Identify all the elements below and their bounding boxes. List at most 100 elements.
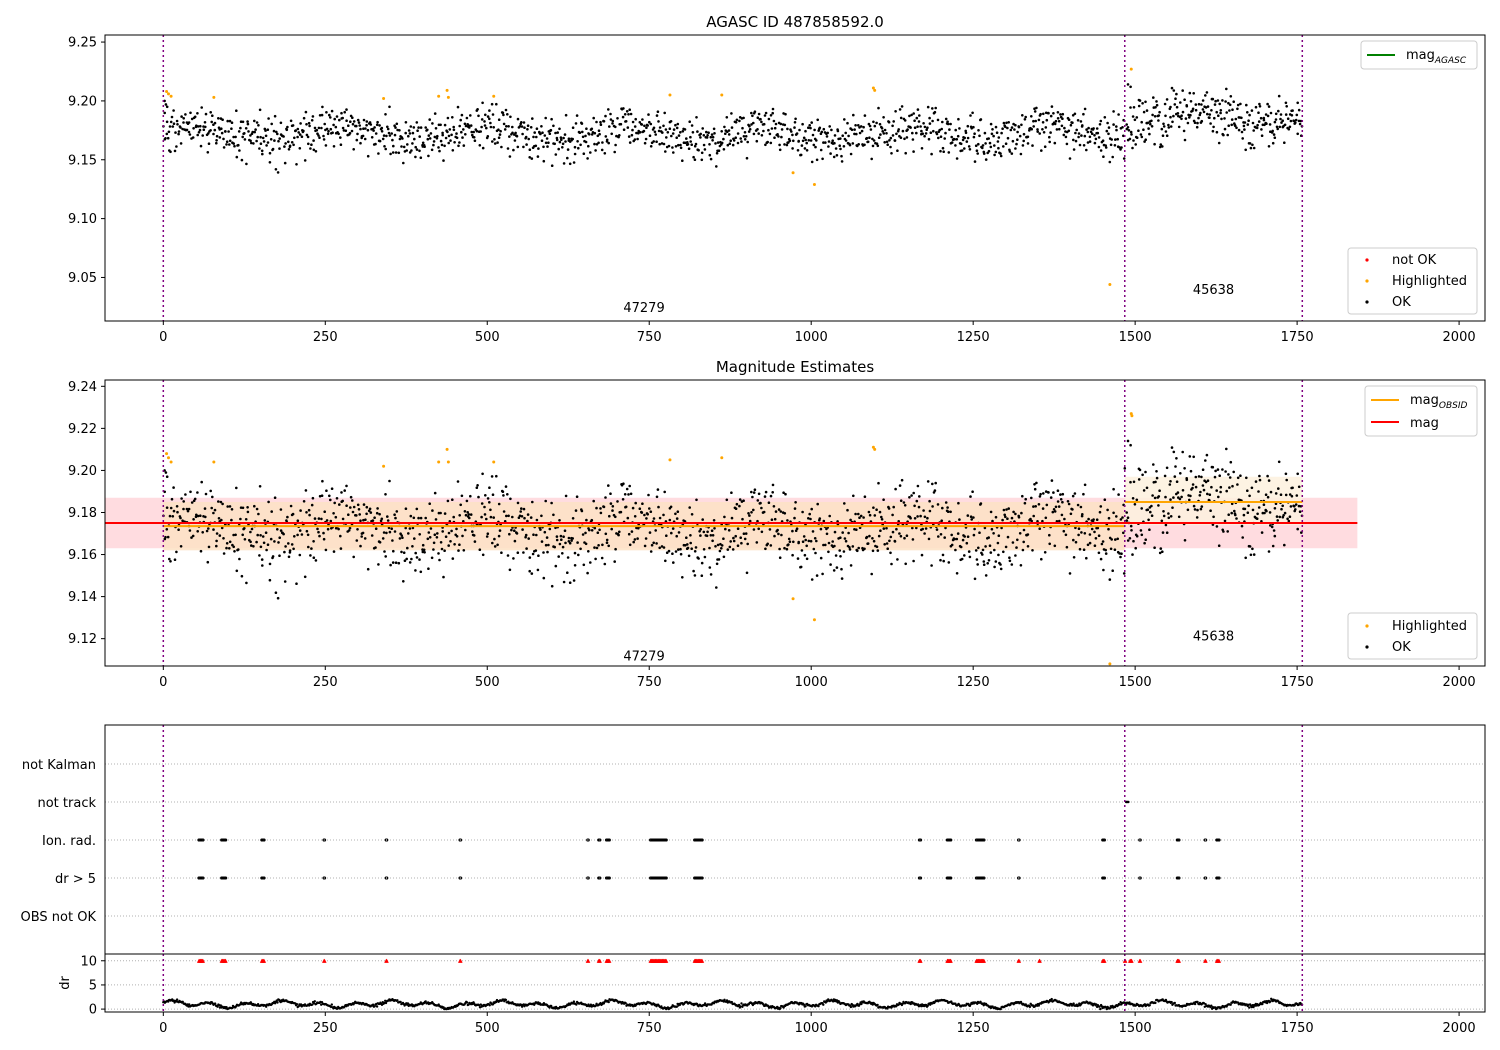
estimates-ok-point — [743, 537, 747, 541]
agasc-ok-point — [1075, 128, 1078, 132]
estimates-ok-point — [629, 492, 633, 496]
agasc-ok-point — [862, 125, 865, 129]
agasc-ok-point — [1172, 114, 1175, 118]
estimates-ok-point — [846, 508, 849, 512]
agasc-ok-point — [561, 146, 564, 149]
agasc-ok-point — [1074, 139, 1078, 143]
agasc-ok-point — [1213, 103, 1217, 106]
estimates-ok-point — [818, 517, 822, 520]
agasc-ok-point — [558, 140, 562, 144]
estimates-ok-point — [1165, 531, 1169, 534]
agasc-ok-point — [1135, 116, 1139, 119]
estimates-ok-point — [461, 534, 464, 538]
agasc-ok-point — [1049, 131, 1052, 134]
estimates-ok-point — [1077, 533, 1080, 537]
estimates-ok-point — [756, 499, 760, 502]
flag-point — [919, 876, 923, 880]
agasc-ok-point — [218, 136, 222, 139]
dr-point — [313, 1000, 316, 1003]
estimates-ok-point — [1195, 516, 1199, 519]
flag-point — [598, 876, 602, 880]
agasc-ok-point — [377, 152, 380, 155]
agasc-ok-point — [511, 125, 514, 129]
agasc-ok-point — [1251, 143, 1254, 147]
agasc-ok-point — [597, 129, 601, 132]
estimates-ok-point — [649, 550, 653, 553]
estimates-ok-point — [968, 555, 972, 559]
estimates-ok-point — [931, 482, 934, 486]
agasc-ok-point — [753, 110, 757, 113]
estimates-ok-point — [702, 530, 706, 534]
estimates-ok-point — [196, 491, 199, 494]
agasc-ok-point — [813, 128, 816, 132]
agasc-ok-point — [1060, 124, 1064, 128]
agasc-ok-point — [238, 149, 241, 152]
estimates-ok-point — [893, 540, 897, 543]
estimates-highlighted-point — [445, 447, 449, 451]
agasc-ok-point — [966, 136, 970, 140]
agasc-ok-point — [303, 159, 307, 162]
agasc-ok-point — [475, 129, 479, 133]
agasc-ok-point — [796, 149, 800, 152]
agasc-ok-point — [246, 122, 250, 126]
agasc-ok-point — [1275, 125, 1279, 129]
estimates-ok-point — [1069, 512, 1073, 516]
estimates-ok-point — [1060, 513, 1064, 517]
estimates-ok-point — [595, 546, 599, 550]
estimates-xtick-label: 1000 — [795, 675, 828, 690]
estimates-ok-point — [920, 553, 924, 557]
agasc-ok-point — [888, 139, 891, 142]
estimates-ok-point — [1057, 505, 1061, 508]
estimates-ok-point — [1004, 515, 1007, 519]
estimates-ok-point — [505, 514, 508, 518]
estimates-ok-point — [760, 506, 763, 510]
agasc-ok-point — [655, 114, 659, 117]
agasc-ok-point — [1266, 114, 1270, 118]
estimates-ok-point — [655, 542, 658, 545]
agasc-ok-point — [258, 108, 262, 112]
agasc-ok-point — [989, 145, 993, 149]
agasc-ok-point — [250, 141, 253, 145]
agasc-ok-point — [1220, 117, 1223, 121]
agasc-ok-point — [729, 139, 732, 142]
estimates-ok-point — [1161, 531, 1165, 534]
estimates-ok-point — [1114, 538, 1117, 541]
agasc-ok-point — [663, 111, 666, 115]
agasc-ok-point — [296, 135, 299, 139]
estimates-ok-point — [633, 538, 637, 541]
agasc-ok-point — [1194, 103, 1198, 106]
estimates-ok-point — [926, 480, 930, 483]
agasc-ok-point — [973, 160, 977, 163]
estimates-ok-point — [1125, 519, 1129, 522]
agasc-ok-point — [1093, 134, 1096, 137]
agasc-ok-point — [1058, 127, 1061, 131]
agasc-ok-point — [458, 141, 461, 144]
agasc-ok-point — [614, 143, 617, 147]
agasc-ok-point — [546, 145, 549, 148]
agasc-ok-point — [742, 116, 745, 120]
agasc-ok-point — [1053, 141, 1057, 145]
agasc-ok-point — [187, 121, 191, 124]
flag-point — [323, 838, 327, 842]
agasc-ok-point — [574, 122, 578, 125]
dr-point — [730, 1000, 733, 1004]
agasc-ok-point — [708, 143, 711, 146]
agasc-ok-point — [398, 129, 401, 132]
estimates-highlighted-point — [812, 618, 816, 622]
estimates-ok-point — [345, 504, 348, 508]
estimates-ok-point — [305, 529, 309, 533]
agasc-ok-point — [531, 117, 534, 120]
agasc-ok-point — [994, 125, 998, 129]
estimates-ok-point — [221, 502, 224, 506]
estimates-ok-point — [513, 529, 516, 532]
agasc-ok-point — [452, 128, 456, 132]
estimates-ok-point — [1218, 474, 1221, 478]
agasc-ok-point — [590, 133, 594, 136]
estimates-ok-point — [729, 540, 732, 543]
estimates-ok-point — [686, 543, 689, 546]
agasc-ok-point — [298, 147, 302, 150]
estimates-ok-point — [302, 500, 306, 503]
agasc-scatter — [162, 67, 1304, 287]
estimates-ok-point — [185, 507, 189, 511]
legend-ok-marker — [1365, 300, 1369, 304]
